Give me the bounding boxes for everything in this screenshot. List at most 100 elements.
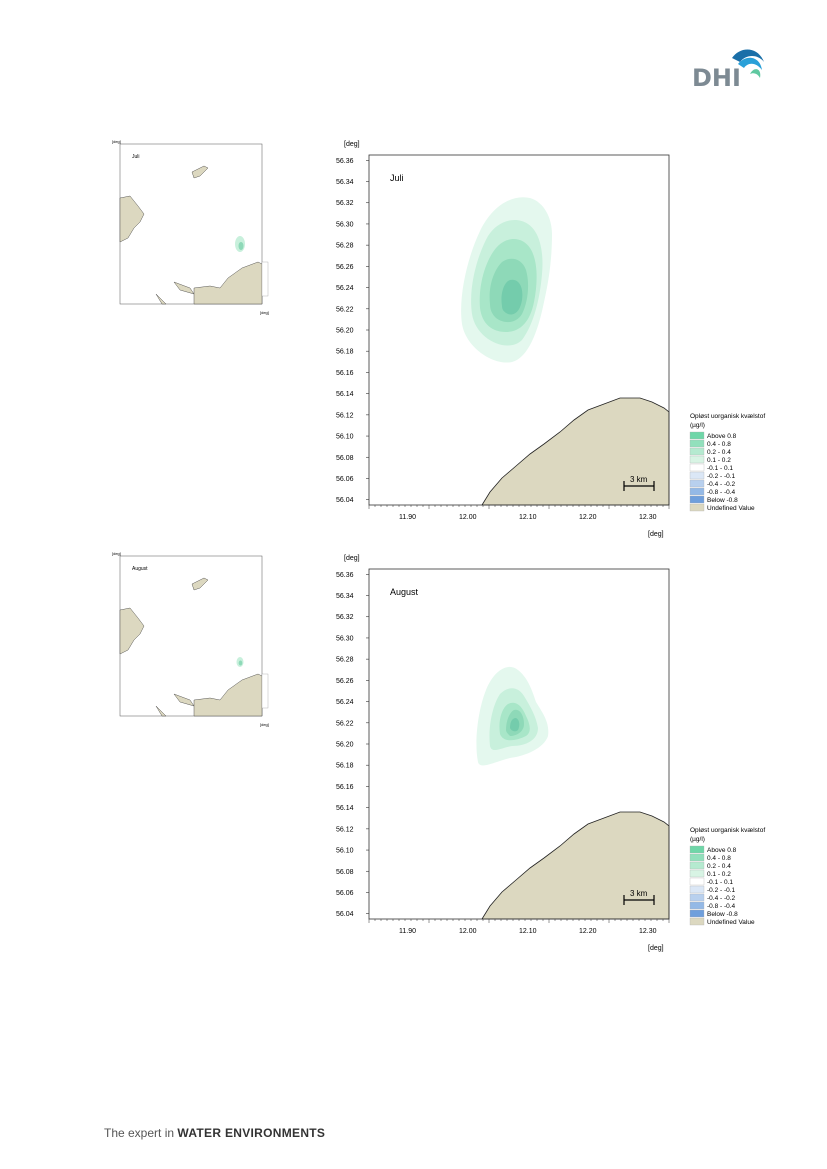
map-august: [deg] 56.36 56.34 56.32 56.30 56.28 56.26 56.2… (336, 555, 765, 952)
x-tick-label: 12.20 (579, 928, 597, 935)
legend-swatch (689, 487, 705, 496)
y-tick-label: 56.16 (336, 370, 354, 377)
tagline-strong: WATER ENVIRONMENTS (177, 1126, 326, 1140)
plume (461, 197, 552, 363)
legend-item-label: Above 0.8 (707, 433, 737, 440)
thumb-island (191, 165, 209, 179)
legend-swatch (689, 885, 705, 894)
y-tick-label: 56.08 (336, 869, 354, 876)
logo-text: DHI (692, 64, 741, 92)
legend-swatch (689, 503, 705, 512)
plume (476, 666, 549, 766)
legend: Opløst uorganisk kvælstof (µg/l) Above 0… (689, 827, 765, 926)
x-tick-label: 11.90 (399, 928, 416, 935)
legend-item-label: -0.2 - -0.1 (707, 473, 736, 480)
thumb-land-sw (155, 293, 167, 305)
x-tick-label: 12.00 (459, 928, 477, 935)
y-tick-label: 56.12 (336, 412, 354, 419)
legend-item-label: Above 0.8 (707, 847, 737, 854)
y-tick-label: 56.20 (336, 742, 354, 749)
legend-swatch (689, 917, 705, 926)
x-tick-label: 11.90 (399, 514, 416, 521)
legend-item-label: -0.8 - -0.4 (707, 903, 736, 910)
legend-swatch (689, 845, 705, 854)
legend-item-label: 0.2 - 0.4 (707, 449, 731, 456)
legend-swatch (689, 495, 705, 504)
thumb-unit-x: [deg] (260, 310, 269, 315)
scale-label: 3 km (630, 475, 648, 484)
legend-item-label: 0.4 - 0.8 (707, 441, 731, 448)
scale-bar: 3 km (623, 475, 655, 491)
legend-item-label: Undefined Value (707, 919, 755, 926)
legend-item-label: -0.4 - -0.2 (707, 895, 736, 902)
y-unit-label: [deg] (344, 141, 360, 148)
y-tick-label: 56.14 (336, 805, 354, 812)
thumb-legend (261, 673, 269, 709)
y-tick-label: 56.28 (336, 657, 354, 664)
legend-title: Opløst uorganisk kvælstof (690, 413, 765, 420)
y-tick-label: 56.36 (336, 572, 354, 579)
thumb-plume-core (238, 242, 244, 250)
thumb-unit: [deg] (112, 139, 121, 144)
legend-item-label: 0.1 - 0.2 (707, 457, 731, 464)
y-tick-label: 56.06 (336, 890, 354, 897)
x-unit-label: [deg] (648, 945, 664, 952)
y-tick-label: 56.24 (336, 285, 354, 292)
y-tick-label: 56.26 (336, 678, 354, 685)
legend-swatch (689, 909, 705, 918)
legend-item-label: -0.4 - -0.2 (707, 481, 736, 488)
y-tick-label: 56.22 (336, 720, 354, 727)
legend-item-label: -0.8 - -0.4 (707, 489, 736, 496)
legend-item-label: -0.1 - 0.1 (707, 465, 733, 472)
plume-band-5 (501, 279, 523, 315)
thumb-month-label: Juli (132, 154, 140, 160)
legend-swatch (689, 861, 705, 870)
legend-swatch (689, 901, 705, 910)
legend-swatch (689, 479, 705, 488)
y-tick-label: 56.26 (336, 264, 354, 271)
scale-bar: 3 km (623, 889, 655, 905)
legend-item-label: 0.2 - 0.4 (707, 863, 731, 870)
legend-item-label: -0.1 - 0.1 (707, 879, 733, 886)
legend-swatch (689, 853, 705, 862)
y-tick-label: 56.14 (336, 391, 354, 398)
x-tick-label: 12.30 (639, 514, 657, 521)
thumb-land-west (119, 607, 145, 655)
y-tick-label: 56.20 (336, 328, 354, 335)
legend-item-label: -0.2 - -0.1 (707, 887, 736, 894)
y-tick-label: 56.32 (336, 200, 354, 207)
thumb-island (191, 577, 209, 591)
thumb-land-west (119, 195, 145, 243)
thumb-legend (261, 261, 269, 297)
month-label: August (390, 587, 419, 597)
y-tick-label: 56.28 (336, 243, 354, 250)
legend-swatch (689, 431, 705, 440)
scale-label: 3 km (630, 889, 648, 898)
y-tick-label: 56.34 (336, 179, 354, 186)
x-tick-label: 12.10 (519, 928, 537, 935)
footer-tagline: The expert in WATER ENVIRONMENTS (104, 1126, 325, 1140)
y-tick-label: 56.18 (336, 763, 354, 770)
legend-title: Opløst uorganisk kvælstof (690, 827, 765, 834)
plume-band-5 (510, 718, 520, 732)
wave-icon (732, 49, 764, 78)
thumb-land-sw (155, 705, 167, 717)
y-tick-label: 56.34 (336, 593, 354, 600)
thumb-plume-core (238, 660, 243, 666)
overview-map-juli: [deg] Juli [deg] (112, 139, 269, 315)
legend-swatch (689, 447, 705, 456)
x-tick-label: 12.10 (519, 514, 537, 521)
legend-swatch (689, 463, 705, 472)
thumb-month-label: August (132, 566, 148, 572)
legend-unit: (µg/l) (690, 836, 705, 843)
y-tick-label: 56.36 (336, 158, 354, 165)
y-tick-label: 56.22 (336, 306, 354, 313)
y-tick-label: 56.04 (336, 497, 354, 504)
map-juli: [deg] 56.36 56.34 56.32 56.30 56.28 56.26 56.2… (336, 141, 765, 538)
legend-item-label: Below -0.8 (707, 911, 738, 918)
y-tick-label: 56.10 (336, 848, 354, 855)
month-label: Juli (390, 173, 404, 183)
y-tick-label: 56.18 (336, 349, 354, 356)
land-coast (481, 397, 670, 506)
y-tick-label: 56.08 (336, 455, 354, 462)
